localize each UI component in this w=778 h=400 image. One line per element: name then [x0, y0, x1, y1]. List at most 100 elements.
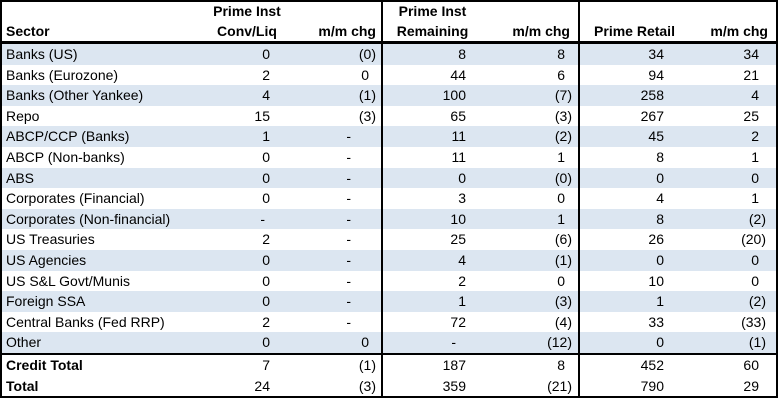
- value-cell: 8: [482, 352, 579, 376]
- value-cell: 0: [262, 293, 270, 310]
- value-cell: 0: [262, 46, 270, 62]
- value-cell: (4): [554, 313, 572, 330]
- value-cell: 1: [262, 128, 270, 145]
- value-cell: 1: [557, 210, 565, 227]
- sector-cell: Credit Total: [1, 352, 201, 376]
- value-cell: 94: [578, 64, 689, 86]
- value-cell: 0: [262, 272, 270, 289]
- value-cell: 267: [578, 105, 689, 127]
- value-cell: (2): [554, 128, 572, 145]
- sector-cell: US Agencies: [6, 251, 87, 268]
- sector-cell: Banks (US): [6, 46, 78, 62]
- value-cell: (1): [358, 87, 376, 104]
- sector-cell: ABS: [6, 169, 35, 186]
- value-cell: 65: [381, 105, 482, 127]
- header-prime-retail: Prime Retail: [578, 21, 689, 44]
- value-cell: 4: [262, 87, 270, 104]
- value-cell: 8: [578, 208, 689, 230]
- value-cell: -: [381, 332, 482, 354]
- value-cell: 11: [381, 146, 482, 168]
- value-cell: -: [346, 231, 351, 248]
- value-cell: 8: [381, 42, 482, 65]
- header-remaining: Remaining: [381, 21, 482, 44]
- value-cell: -: [346, 190, 351, 207]
- value-cell: 8: [557, 46, 565, 62]
- value-cell: (1): [554, 251, 572, 268]
- value-cell: -: [346, 293, 351, 310]
- value-cell: 258: [578, 85, 689, 106]
- value-cell: 4: [751, 87, 759, 104]
- header-prime-inst-1: Prime Inst: [213, 3, 281, 19]
- sector-cell: Banks (Other Yankee): [6, 87, 144, 104]
- value-cell: 34: [743, 46, 759, 62]
- table-row: Corporates (Financial) 0-3 0 4 1: [1, 188, 777, 209]
- header-spacer: [293, 1, 382, 21]
- sector-cell: US S&L Govt/Munis: [6, 272, 130, 289]
- value-cell: 0: [262, 334, 270, 351]
- value-cell: 1: [751, 190, 759, 207]
- value-cell: (2): [748, 210, 766, 227]
- table-header: Prime Inst Prime Inst Sector Conv/Liq m/…: [1, 1, 777, 44]
- header-spacer: [1, 1, 201, 21]
- value-cell: 1: [557, 148, 565, 165]
- value-cell: 1: [751, 148, 759, 165]
- value-cell: 3: [381, 188, 482, 209]
- value-cell: 187: [381, 352, 482, 376]
- value-cell: -: [346, 148, 351, 165]
- value-cell: 100: [381, 85, 482, 106]
- table-row: Banks (US) 0 (0) 8 8 34 34: [1, 42, 777, 65]
- value-cell: (0): [554, 169, 572, 186]
- table-row: US S&L Govt/Munis 0-2 0 10 0: [1, 270, 777, 292]
- value-cell: (3): [554, 293, 572, 310]
- value-cell: -: [346, 251, 351, 268]
- total-row: Total 24 (3) 359 (21) 790 29: [1, 375, 777, 398]
- value-cell: 452: [578, 352, 689, 376]
- value-cell: (6): [554, 231, 572, 248]
- value-cell: 0: [578, 332, 689, 354]
- value-cell: (7): [554, 87, 572, 104]
- value-cell: 0: [557, 190, 565, 207]
- table-row: US Treasuries 2 - 25 (6) 26 (20): [1, 229, 777, 250]
- header-spacer: [578, 1, 689, 21]
- value-cell: (2): [748, 293, 766, 310]
- header-sector: Sector: [1, 21, 201, 44]
- value-cell: 790: [578, 375, 689, 398]
- value-cell: 2: [751, 128, 759, 145]
- value-cell: (1): [748, 334, 766, 351]
- value-cell: 0: [751, 272, 759, 289]
- table-row: ABCP (Non-banks) 0-11 1 8 1: [1, 146, 777, 168]
- value-cell: 0: [381, 167, 482, 189]
- value-cell: 8: [578, 146, 689, 168]
- value-cell: 359: [381, 375, 482, 398]
- table-row: Corporates (Non-financial) - - 10 1 8 (2): [1, 208, 777, 230]
- table-row: ABS 0 - 0 (0) 0 0: [1, 167, 777, 189]
- header-conv-liq: Conv/Liq: [201, 21, 293, 44]
- value-cell: 0: [262, 169, 270, 186]
- value-cell: 21: [743, 66, 759, 83]
- value-cell: 25: [381, 229, 482, 250]
- table-row: Foreign SSA 0 - 1 (3) 1 (2): [1, 291, 777, 312]
- header-spacer: [482, 1, 579, 21]
- value-cell: 4: [381, 249, 482, 271]
- value-cell: (21): [547, 377, 572, 394]
- sector-cell: Banks (Eurozone): [6, 66, 119, 83]
- value-cell: 0: [751, 251, 759, 268]
- sector-cell: Other: [6, 334, 42, 351]
- sector-cell: ABCP (Non-banks): [6, 148, 125, 165]
- value-cell: (3): [554, 107, 572, 124]
- header-mm-chg-3: m/m chg: [689, 21, 777, 44]
- value-cell: (3): [358, 377, 376, 394]
- table-row: Banks (Other Yankee) 4 (1) 100 (7) 258 4: [1, 85, 777, 106]
- value-cell: (20): [741, 231, 766, 248]
- value-cell: 26: [578, 229, 689, 250]
- table-row: ABCP/CCP (Banks) 1 - 11 (2) 45 2: [1, 126, 777, 147]
- sector-cell: Total: [6, 377, 39, 394]
- sector-cell: ABCP/CCP (Banks): [6, 128, 130, 145]
- header-mm-chg-2: m/m chg: [482, 21, 579, 44]
- value-cell: 0: [557, 272, 565, 289]
- value-cell: 0: [262, 190, 270, 207]
- value-cell: 1: [381, 291, 482, 312]
- value-cell: 0: [578, 249, 689, 271]
- header-mm-chg-1: m/m chg: [293, 21, 382, 44]
- value-cell: (0): [358, 46, 376, 62]
